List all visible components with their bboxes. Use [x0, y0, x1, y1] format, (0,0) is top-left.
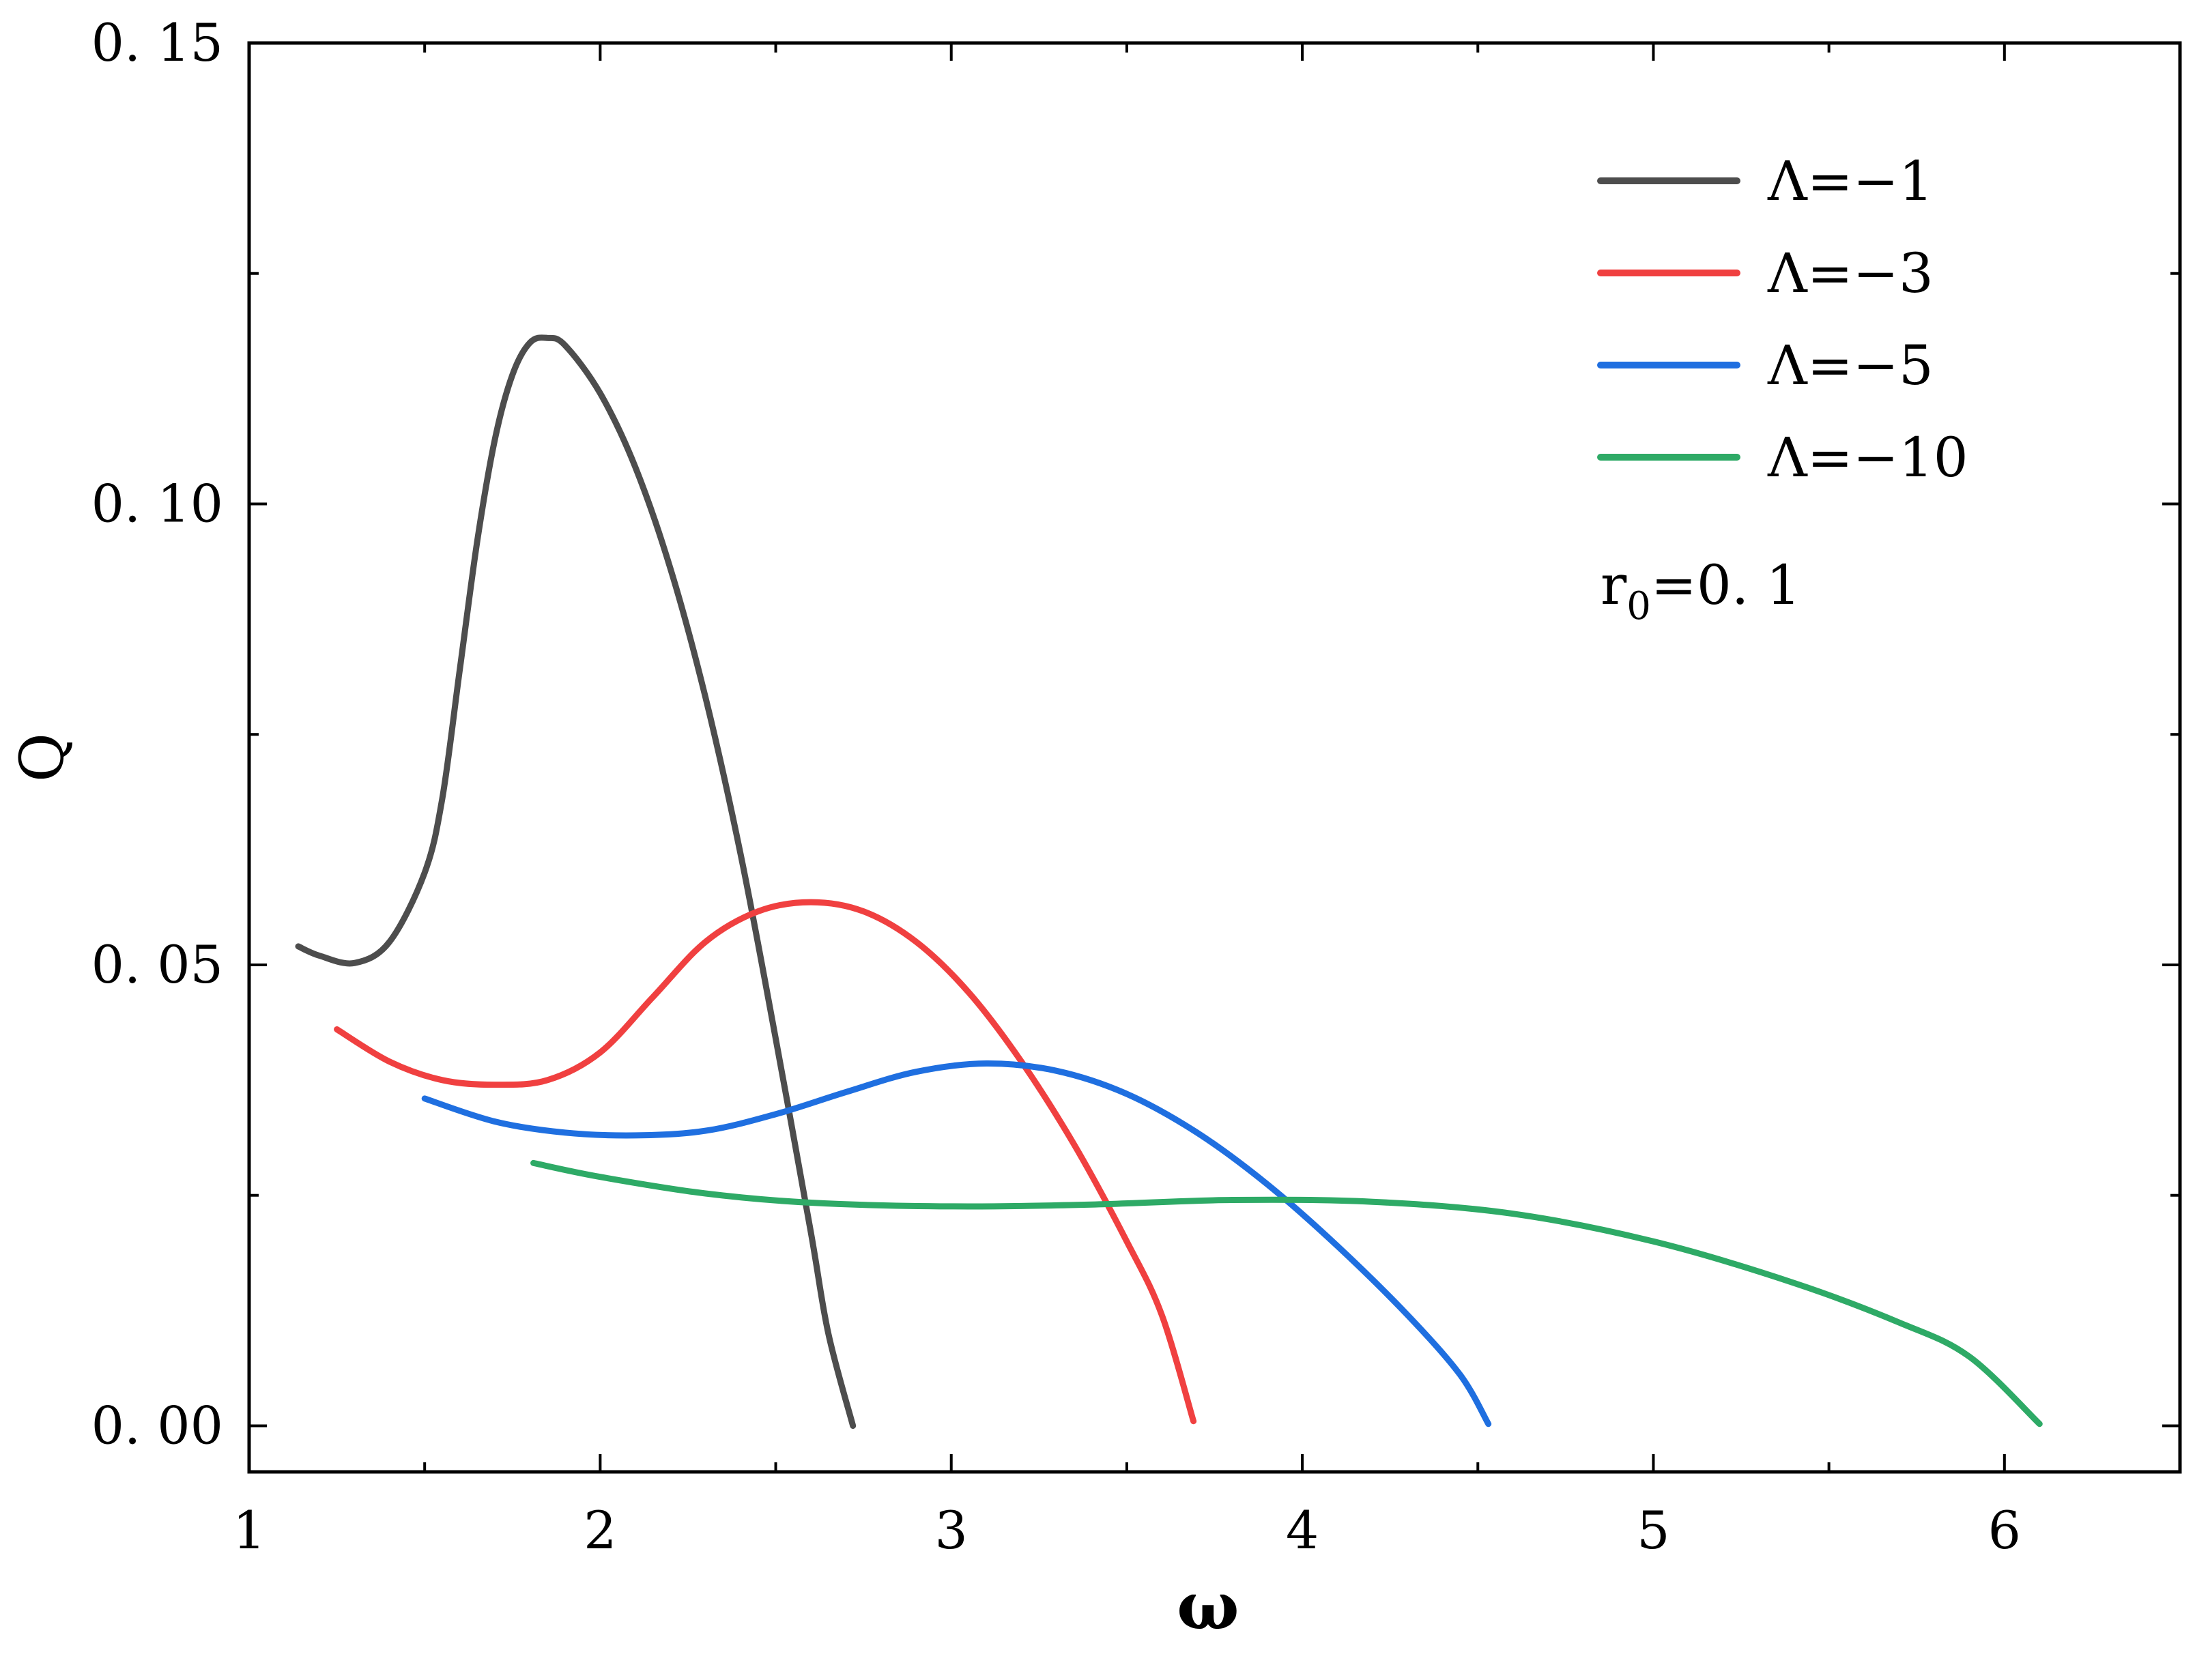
tick-labels: 1 2 3 4 5 6 0. 00 0. 05 0. 10 0. 15 [91, 12, 2021, 1561]
x-tick-label: 4 [1286, 1500, 1319, 1561]
y-tick-label: 0. 15 [91, 12, 223, 73]
legend-label-lambda-neg5: Λ=−5 [1767, 334, 1934, 397]
plot-frame [247, 41, 2182, 1474]
legend-label-lambda-neg10: Λ=−10 [1767, 426, 1968, 489]
series-lines [295, 334, 2043, 1429]
series-line-lambda-neg10 [530, 1159, 2043, 1428]
r0-base: r [1601, 553, 1627, 617]
x-tick-label: 5 [1637, 1500, 1669, 1561]
y-axis-title: Q [7, 733, 77, 782]
legend-label-lambda-neg1: Λ=−1 [1767, 149, 1934, 213]
x-tick-label: 2 [584, 1500, 616, 1561]
r0-annotation: r0=0. 1 [1601, 553, 1801, 628]
x-tick-label: 3 [935, 1500, 968, 1561]
x-tick-label: 1 [233, 1500, 266, 1561]
legend-label-lambda-neg3: Λ=−3 [1767, 242, 1934, 305]
legend: Λ=−1 Λ=−3 Λ=−5 Λ=−10 [1597, 149, 1968, 489]
y-tick-label: 0. 00 [91, 1395, 223, 1455]
x-axis-title: ω [1177, 1567, 1239, 1645]
series-line-lambda-neg1 [295, 334, 857, 1429]
x-tick-label: 6 [1988, 1500, 2021, 1561]
y-tick-label: 0. 05 [91, 934, 223, 995]
r0-value: =0. 1 [1651, 553, 1801, 617]
series-line-lambda-neg3 [334, 899, 1197, 1425]
r0-subscript: 0 [1626, 584, 1651, 628]
series-line-lambda-neg5 [421, 1060, 1492, 1428]
y-tick-label: 0. 10 [91, 473, 223, 534]
